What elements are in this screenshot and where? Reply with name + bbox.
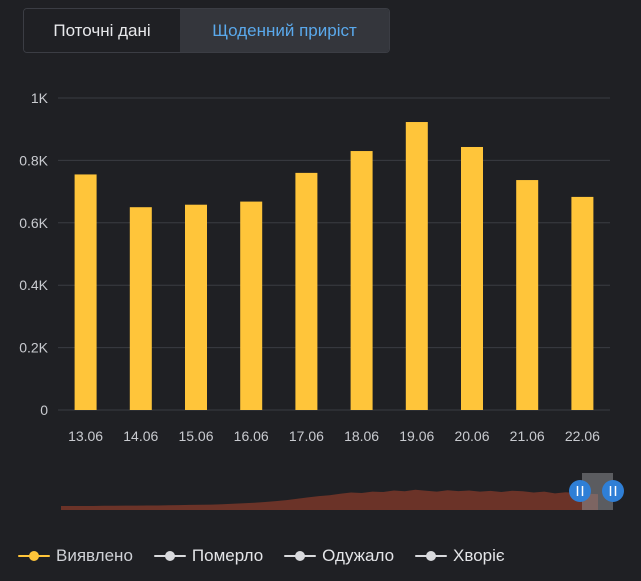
x-tick-label: 22.06 [565,428,600,444]
legend-marker-icon [284,551,317,561]
navigator-handle-left[interactable] [569,480,591,502]
handle-knob-icon [602,480,624,502]
y-tick-label: 0 [40,402,48,418]
x-tick-label: 13.06 [68,428,103,444]
bars[interactable] [74,122,594,411]
handle-knob-icon [569,480,591,502]
legend: Виявлено Померло Одужало Хворіє [18,546,526,566]
legend-marker-icon [153,551,186,561]
legend-label: Одужало [322,546,395,565]
y-tick-label: 0.2K [19,340,48,356]
y-axis-ticks: 0 0.2K 0.4K 0.6K 0.8K 1K [19,90,48,418]
legend-dot [426,551,437,561]
legend-dot [295,551,306,561]
bar[interactable] [295,172,318,410]
legend-marker-icon [415,551,448,561]
y-tick-label: 1K [31,90,49,106]
x-tick-label: 16.06 [234,428,269,444]
bar[interactable] [516,180,539,410]
range-navigator[interactable] [61,473,624,510]
legend-item-recovered[interactable]: Одужало [284,546,394,566]
legend-item-detected[interactable]: Виявлено [18,546,133,566]
bar[interactable] [185,204,207,410]
view-tabs: Поточні дані Щоденний приріст [23,8,390,53]
x-tick-label: 17.06 [289,428,324,444]
y-tick-label: 0.4K [19,277,48,293]
tab-current-data[interactable]: Поточні дані [24,9,180,52]
bar[interactable] [74,174,97,410]
x-tick-label: 20.06 [454,428,489,444]
tab-daily-growth[interactable]: Щоденний приріст [180,9,389,52]
x-tick-label: 15.06 [178,428,213,444]
x-tick-label: 19.06 [399,428,434,444]
navigator-handle-right[interactable] [602,480,624,502]
x-tick-label: 21.06 [510,428,545,444]
bar[interactable] [350,151,373,411]
legend-marker-icon [18,551,50,561]
x-axis-ticks: 13.06 14.06 15.06 16.06 17.06 18.06 19.06 20.06… [68,428,600,444]
x-tick-label: 18.06 [344,428,379,444]
legend-item-died[interactable]: Померло [153,546,264,566]
bar[interactable] [405,122,428,411]
legend-label: Хворіє [453,546,505,565]
bar[interactable] [571,196,594,410]
legend-dot [164,551,175,561]
navigator-area [61,489,598,510]
x-tick-label: 14.06 [123,428,158,444]
legend-label: Померло [191,546,264,565]
legend-label: Виявлено [56,546,133,565]
y-tick-label: 0.8K [19,152,48,168]
bar[interactable] [129,207,152,410]
y-tick-label: 0.6K [19,215,48,231]
legend-dot [29,551,39,561]
bar[interactable] [240,201,263,410]
legend-item-sick[interactable]: Хворіє [415,546,505,566]
bar[interactable] [461,146,483,410]
